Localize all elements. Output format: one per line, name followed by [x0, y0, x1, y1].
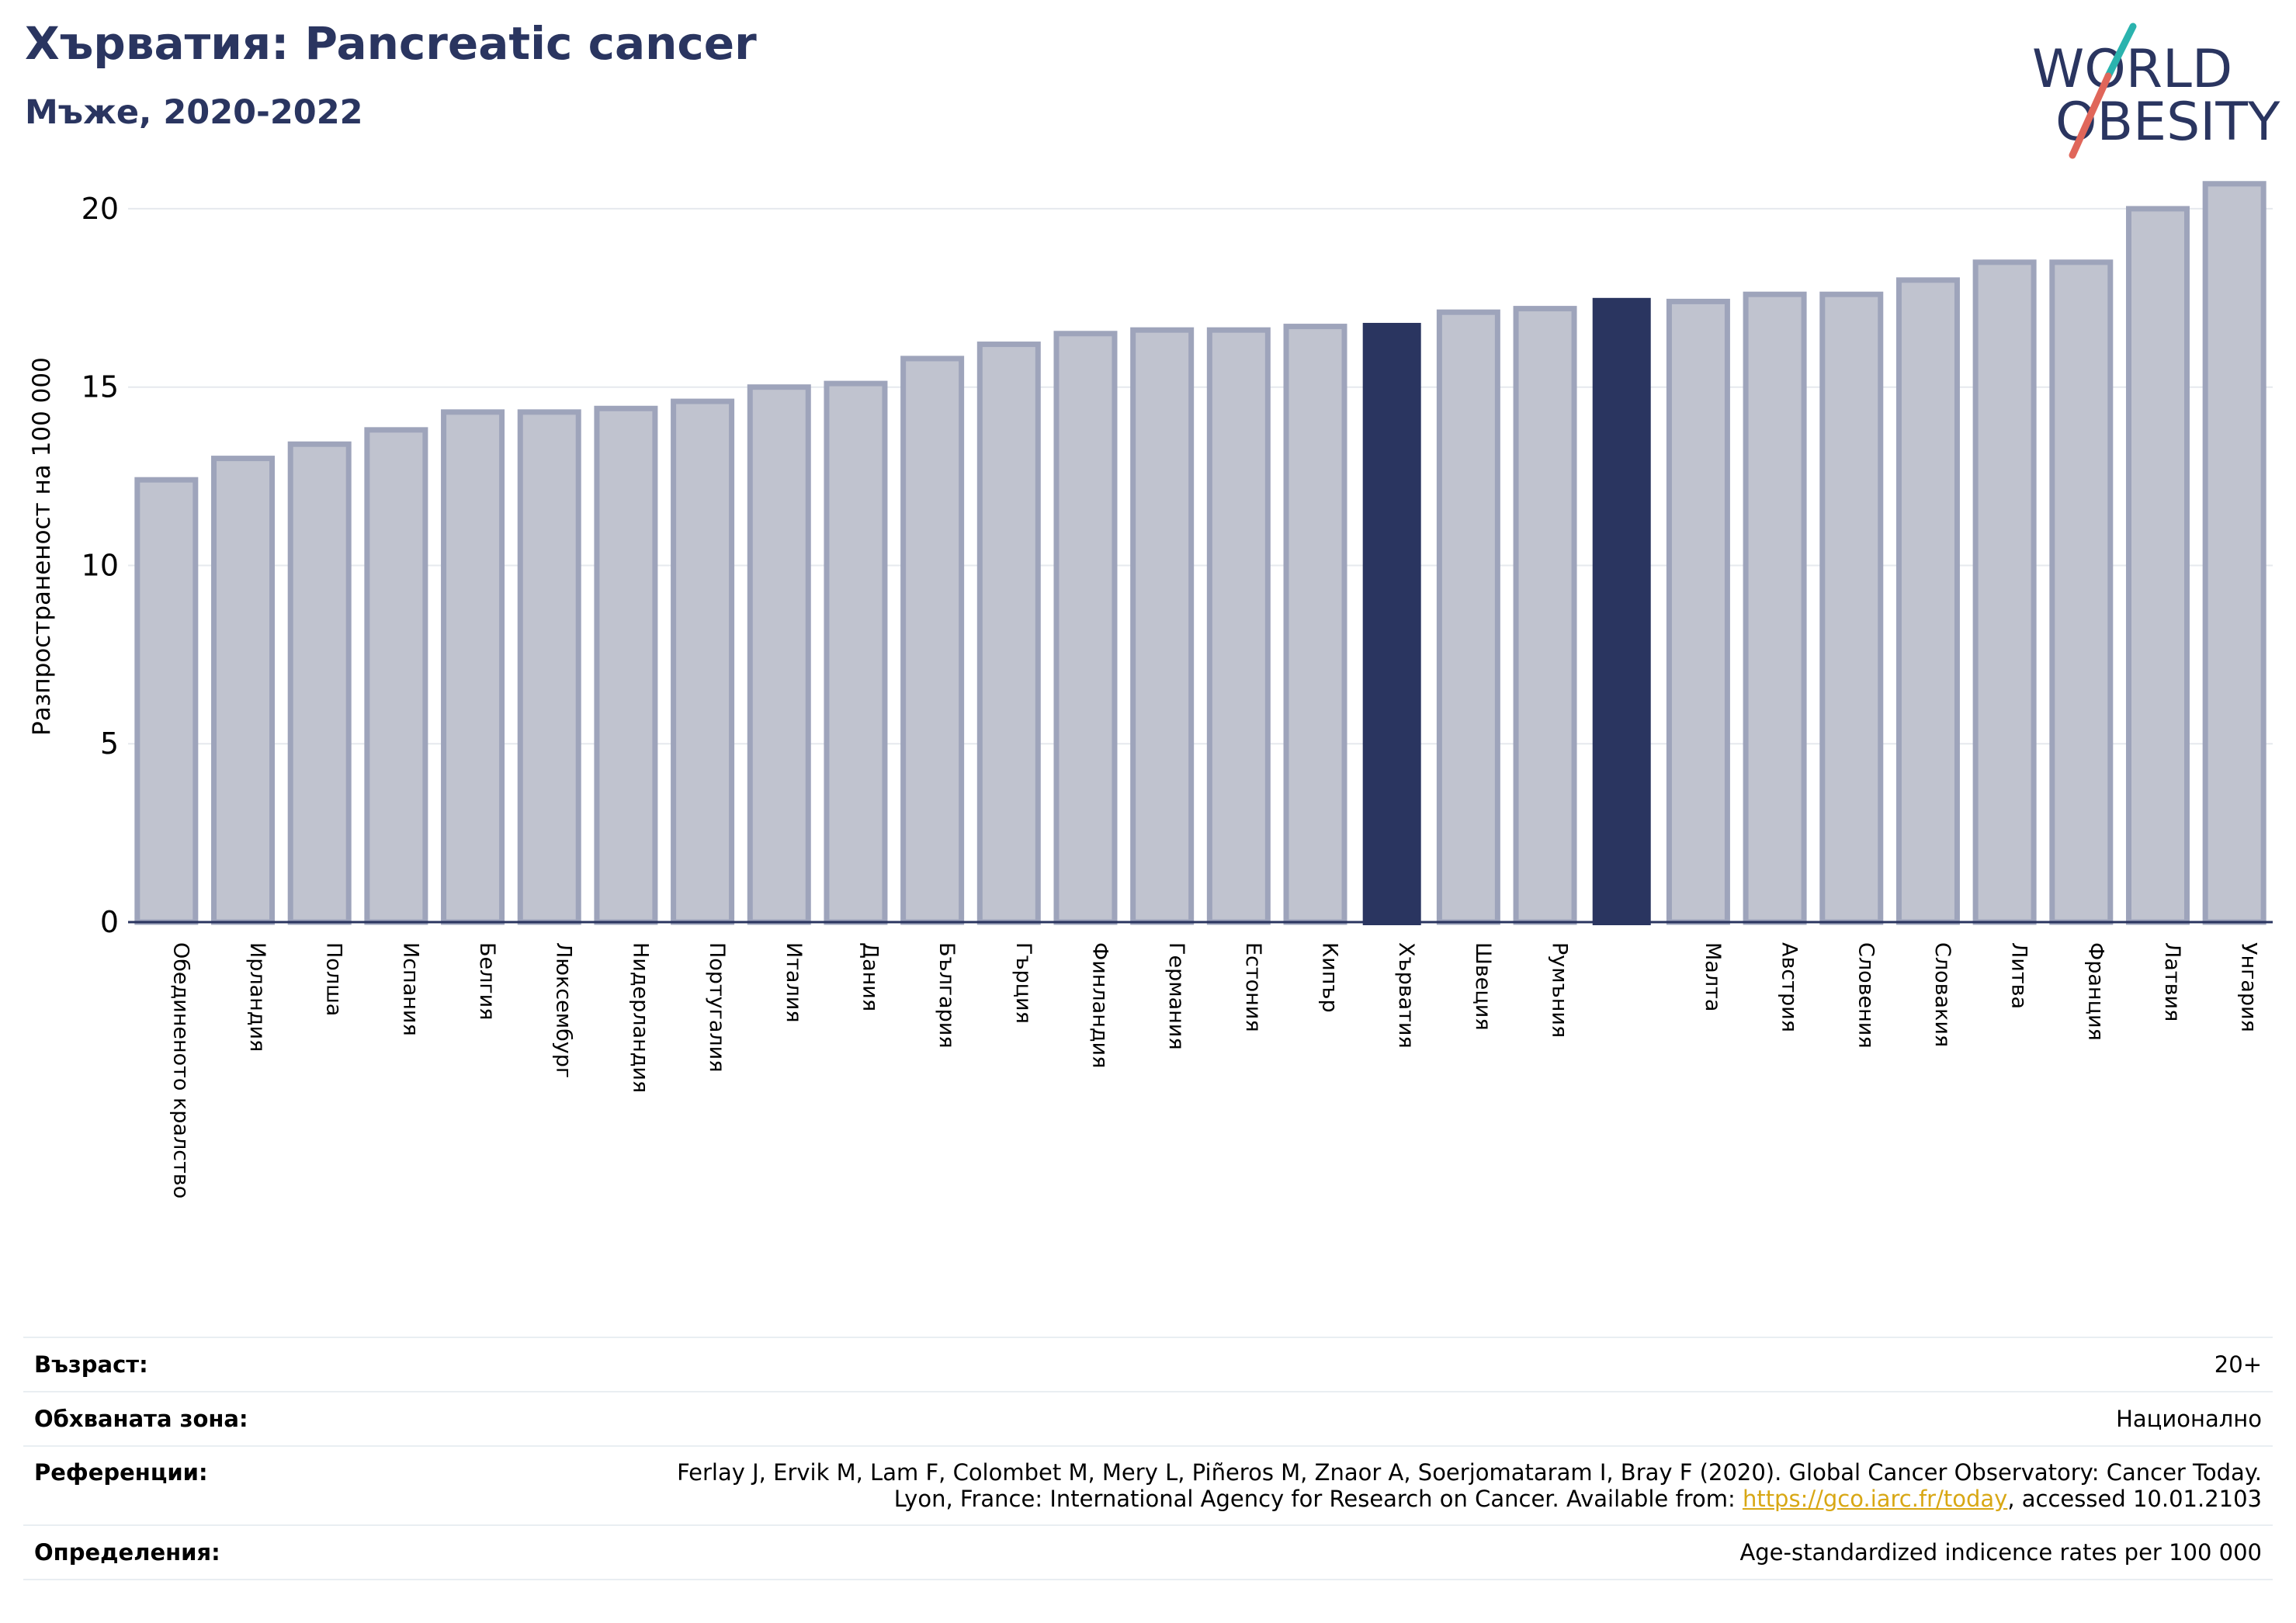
bar-17 — [1362, 322, 1421, 925]
x-tick-label: Нидерландия — [628, 942, 652, 1093]
bar-10 — [824, 380, 888, 925]
logo-slash-bottom — [2069, 72, 2112, 159]
x-tick-label: Естония — [1241, 942, 1265, 1032]
page-subtitle: Мъже, 2020-2022 — [25, 93, 363, 132]
bar-chart: Обединеното кралство Ирландия Полша Испания… — [28, 181, 2273, 1198]
bar-25 — [1972, 259, 2037, 925]
logo-slash-top — [2104, 23, 2137, 80]
world-obesity-logo: WORLD OBESITY — [2032, 23, 2280, 159]
info-table: Възраст: 20+ Обхваната зона: Национално … — [23, 1337, 2273, 1580]
x-tick-labels: Обединеното кралство Ирландия Полша Испания… — [168, 942, 2260, 1198]
x-tick-label: Дания — [858, 942, 882, 1011]
bar-18 — [1436, 309, 1500, 925]
bar-19 — [1513, 306, 1577, 925]
x-tick-label: Испания — [398, 942, 422, 1036]
bar-22 — [1743, 291, 1807, 925]
y-axis-label: Разпространеност на 100 000 — [28, 357, 56, 736]
coverage-value: Национално — [2116, 1406, 2262, 1432]
x-tick-label: Португалия — [705, 942, 729, 1072]
age-value: 20+ — [2214, 1351, 2262, 1378]
x-tick-label: Хърватия — [1394, 942, 1418, 1049]
info-row-definitions: Определения: Age-standardized indicence … — [23, 1525, 2273, 1580]
y-tick-10: 10 — [82, 548, 119, 582]
x-tick-label: Полша — [322, 942, 346, 1016]
info-row-age: Възраст: 20+ — [23, 1337, 2273, 1392]
references-line-2-suffix: , accessed 10.01.2103 — [2007, 1486, 2262, 1512]
bar-28 — [2202, 181, 2267, 925]
bar-26 — [2049, 259, 2114, 925]
y-tick-5: 5 — [100, 727, 119, 761]
x-tick-label: Люксембург — [552, 942, 576, 1078]
bar-13 — [1053, 331, 1118, 925]
bar-27 — [2125, 206, 2190, 925]
info-row-coverage: Обхваната зона: Национално — [23, 1392, 2273, 1446]
references-line-2-prefix: Lyon, France: International Agency for R… — [893, 1486, 1743, 1512]
info-row-references: Референции: Ferlay J, Ervik M, Lam F, Co… — [23, 1446, 2273, 1525]
bar-8 — [671, 398, 735, 925]
coverage-label: Обхваната зона: — [34, 1406, 248, 1432]
definitions-value: Age-standardized indicence rates per 100… — [1739, 1539, 2262, 1566]
x-tick-label: Румъния — [1548, 942, 1572, 1038]
bar-24 — [1895, 277, 1960, 925]
bar-12 — [976, 342, 1041, 925]
x-tick-label: Литва — [2007, 942, 2031, 1009]
x-tick-label: Гърция — [1011, 942, 1035, 1024]
x-tick-label: Швеция — [1471, 942, 1495, 1031]
bar-11 — [900, 355, 965, 925]
references-link[interactable]: https://gco.iarc.fr/today — [1742, 1486, 2008, 1512]
x-tick-label: Латвия — [2160, 942, 2184, 1021]
x-tick-label: Обединеното кралство — [168, 942, 192, 1198]
bar-5 — [441, 409, 505, 925]
bar-21 — [1666, 298, 1730, 925]
x-tick-label: Словения — [1854, 942, 1878, 1049]
x-tick-label: Франция — [2083, 942, 2107, 1041]
y-tick-15: 15 — [82, 370, 119, 404]
y-tick-20: 20 — [82, 192, 119, 226]
references-label: Референции: — [34, 1459, 208, 1486]
bar-4 — [364, 427, 428, 925]
x-tick-label: Кипър — [1318, 942, 1342, 1013]
x-tick-label: Унгария — [2237, 942, 2261, 1032]
references-line-1: Ferlay J, Ervik M, Lam F, Colombet M, Me… — [677, 1459, 2262, 1486]
bar-14 — [1130, 327, 1195, 925]
x-tick-label: България — [935, 942, 959, 1049]
age-label: Възраст: — [34, 1351, 148, 1378]
logo-text-world: WORLD — [2032, 39, 2232, 100]
bar-23 — [1819, 291, 1884, 925]
x-tick-label: Малта — [1701, 942, 1725, 1011]
bar-20 — [1592, 297, 1651, 925]
x-tick-label: Германия — [1164, 942, 1188, 1050]
y-tick-labels: 0 5 10 15 20 — [82, 192, 119, 939]
x-tick-label: Финландия — [1087, 942, 1112, 1068]
bars — [134, 181, 2267, 925]
definitions-label: Определения: — [34, 1539, 220, 1566]
bar-16 — [1283, 324, 1347, 925]
bar-15 — [1206, 327, 1271, 925]
bar-2 — [211, 456, 276, 925]
bar-9 — [747, 384, 811, 925]
bar-6 — [517, 409, 581, 925]
x-tick-label: Словакия — [1930, 942, 1954, 1047]
bar-1 — [134, 477, 199, 925]
y-tick-0: 0 — [100, 905, 119, 939]
x-tick-label: Австрия — [1777, 942, 1802, 1032]
x-tick-label: Белгия — [475, 942, 499, 1020]
x-tick-label: Италия — [782, 942, 806, 1023]
references-line-2: Lyon, France: International Agency for R… — [599, 1486, 2262, 1512]
x-tick-label: Ирландия — [245, 942, 269, 1052]
bar-3 — [287, 441, 352, 925]
page-title: Хърватия: Pancreatic cancer — [25, 17, 757, 70]
bar-7 — [594, 405, 658, 925]
references-value: Ferlay J, Ervik M, Lam F, Colombet M, Me… — [588, 1446, 2273, 1525]
